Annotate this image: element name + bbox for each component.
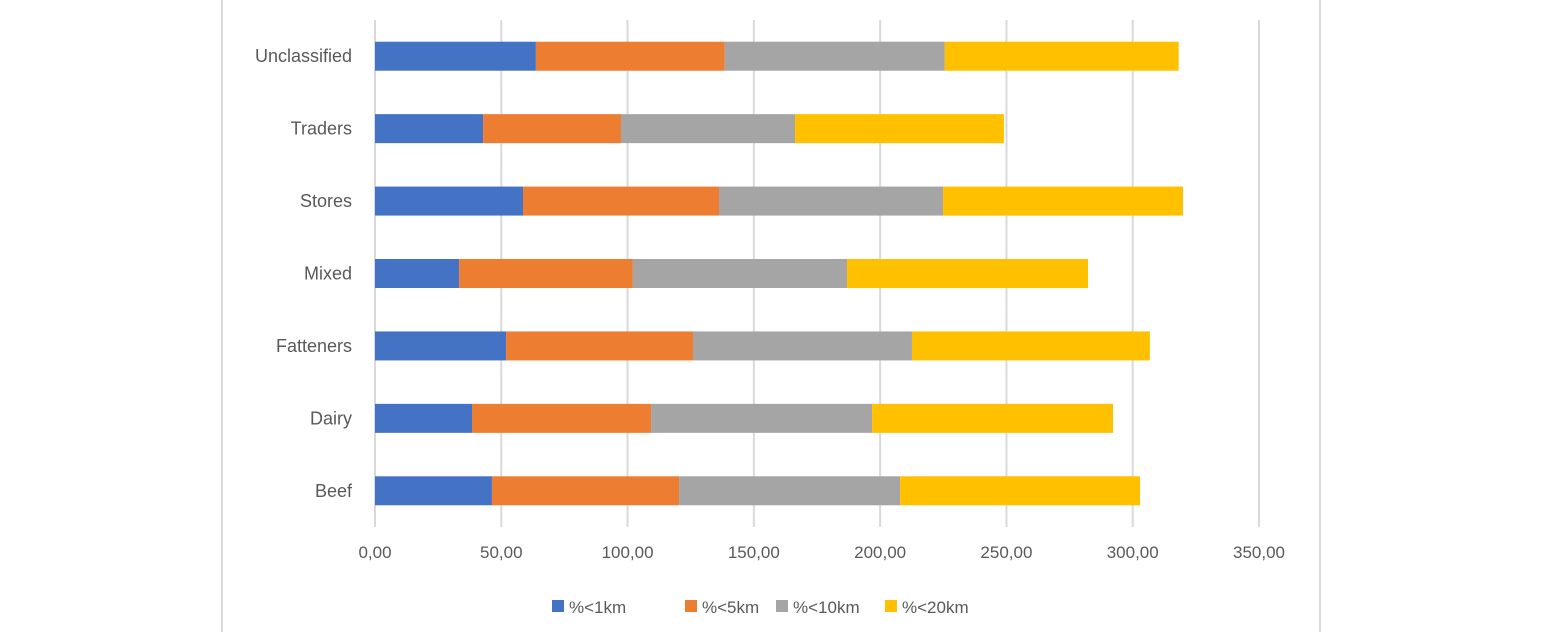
bar-segment (872, 403, 1114, 433)
bar-segment (471, 403, 652, 433)
bar-segment (847, 259, 1089, 288)
x-tick-label: 150,00 (728, 543, 780, 562)
bar-segment (491, 476, 680, 506)
left-frame-border (221, 0, 223, 632)
legend: %<1km %<5km %<10km %<20km (552, 598, 969, 617)
category-label: Mixed (304, 264, 352, 284)
bar-segment (375, 186, 524, 216)
category-label: Unclassified (255, 46, 352, 66)
bars (375, 41, 1183, 506)
bar-segment (944, 41, 1179, 71)
bar-segment (719, 186, 944, 216)
category-label: Fatteners (276, 336, 352, 356)
x-tick-label: 100,00 (602, 543, 654, 562)
bar-segment (375, 331, 507, 361)
category-label: Traders (291, 119, 352, 139)
category-labels: Unclassified Traders Stores Mixed Fatteners D… (255, 46, 353, 501)
x-tick-label: 50,00 (480, 543, 523, 562)
legend-label: %<10km (793, 598, 860, 617)
x-tick-label: 200,00 (854, 543, 906, 562)
legend-swatch (685, 600, 697, 612)
x-tick-label: 250,00 (980, 543, 1032, 562)
bar-segment (724, 41, 945, 71)
category-label: Dairy (310, 408, 352, 428)
legend-label: %<20km (902, 598, 969, 617)
legend-label: %<1km (569, 598, 626, 617)
legend-swatch (776, 600, 788, 612)
category-label: Beef (315, 481, 353, 501)
x-tick-label: 300,00 (1107, 543, 1159, 562)
bar-segment (375, 259, 460, 288)
x-tick-label: 350,00 (1233, 543, 1285, 562)
bar-segment (506, 331, 693, 361)
bar-segment (943, 186, 1183, 216)
x-tick-labels: 0,00 50,00 100,00 150,00 200,00 250,00 300,00 3… (358, 543, 1285, 562)
bar-segment (483, 114, 622, 144)
legend-label: %<5km (702, 598, 759, 617)
bar-segment (375, 403, 472, 433)
bar-segment (375, 114, 484, 144)
bar-segment (795, 114, 1004, 144)
bar-segment (621, 114, 796, 144)
bar-segment (651, 403, 873, 433)
x-tick-label: 0,00 (358, 543, 391, 562)
bar-segment (375, 476, 492, 506)
legend-swatch (885, 600, 897, 612)
bar-segment (900, 476, 1141, 506)
bar-segment (692, 331, 912, 361)
bar-segment (375, 41, 536, 71)
category-label: Stores (300, 191, 352, 211)
right-frame-border (1319, 0, 1321, 632)
legend-swatch (552, 600, 564, 612)
bar-segment (459, 259, 633, 288)
bar-segment (911, 331, 1150, 361)
bar-segment (679, 476, 901, 506)
bar-segment (632, 259, 848, 288)
bar-segment (523, 186, 720, 216)
bar-segment (535, 41, 725, 71)
